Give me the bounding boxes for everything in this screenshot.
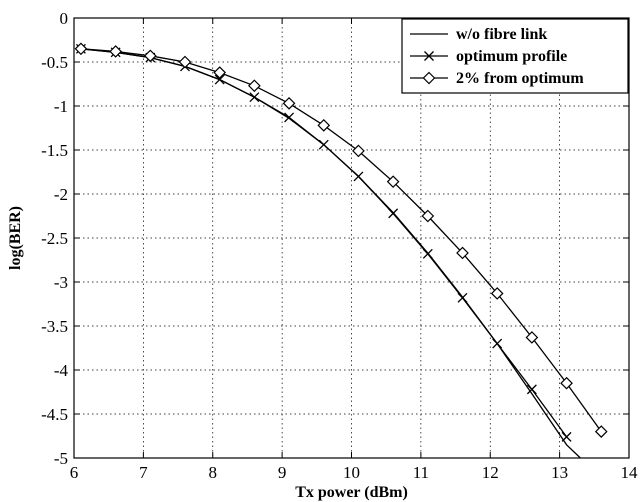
y-tick-label: -2.5	[41, 229, 68, 248]
series-2	[75, 43, 572, 442]
x-marker	[214, 74, 225, 85]
x-tick-label: 12	[482, 463, 499, 482]
legend-entry: optimum profile	[410, 48, 567, 65]
x-marker	[492, 338, 503, 349]
x-tick-label: 13	[551, 463, 568, 482]
legend: w/o fibre link optimum profile 2% from opt…	[401, 18, 629, 94]
x-marker	[526, 384, 537, 395]
diamond-marker	[178, 55, 192, 69]
diamond-marker	[386, 175, 400, 189]
x-tick-label: 7	[139, 463, 148, 482]
diamond-marker	[490, 287, 504, 300]
x-marker	[388, 208, 399, 219]
x-marker	[424, 51, 434, 61]
legend-entry: 2% from optimum	[410, 70, 584, 87]
y-tick-label: -1.5	[41, 141, 68, 160]
x-marker	[284, 112, 295, 123]
y-tick-labels: 0 -0.5 -1 -1.5 -2 -2.5 -3 -3.5 -4 -4.5 -5	[41, 9, 68, 468]
y-tick-label: -3.5	[41, 317, 68, 336]
y-tick-label: -4	[54, 361, 69, 380]
y-tick-label: -3	[54, 273, 68, 292]
series-3	[74, 42, 608, 438]
y-tick-label: -2	[54, 185, 68, 204]
x-tick-label: 9	[278, 463, 287, 482]
y-tick-label: -4.5	[41, 405, 68, 424]
diamond-marker	[525, 331, 539, 344]
plot-frame	[73, 17, 630, 459]
diamond-marker	[248, 79, 261, 93]
x-tick-labels: 6 7 8 9 10 11 12 13 14	[70, 463, 638, 482]
x-marker	[318, 139, 329, 150]
series-line	[80, 48, 568, 438]
diamond-marker	[109, 45, 122, 58]
series-1	[80, 48, 581, 459]
diamond-marker	[213, 66, 227, 79]
diamond-marker	[352, 144, 365, 158]
legend-label: w/o fibre link	[456, 26, 547, 43]
legend-label: optimum profile	[456, 48, 567, 65]
x-marker	[561, 431, 572, 442]
legend-label: 2% from optimum	[456, 70, 584, 87]
x-tick-label: 11	[413, 463, 429, 482]
x-marker	[353, 171, 364, 182]
x-axis-title: Tx power (dBm)	[295, 484, 408, 501]
diamond-marker	[422, 71, 436, 85]
series-line	[80, 48, 581, 459]
series-line	[80, 48, 602, 432]
diamond-marker	[594, 425, 608, 438]
diamond-marker	[421, 209, 435, 223]
y-tick-label: -1	[54, 97, 68, 116]
y-axis-title: log(BER)	[7, 206, 24, 270]
diamond-marker	[560, 376, 573, 390]
diamond-marker	[456, 246, 469, 260]
diamond-marker	[143, 49, 157, 63]
x-tick-label: 14	[621, 463, 639, 482]
series-layer	[74, 42, 608, 459]
y-tick-label: 0	[60, 9, 69, 28]
x-tick-label: 10	[343, 463, 360, 482]
y-tick-label: -5	[54, 449, 68, 468]
x-marker	[422, 248, 433, 259]
legend-entry: w/o fibre link	[410, 26, 547, 43]
y-tick-label: -0.5	[41, 53, 68, 72]
diamond-marker	[282, 97, 296, 110]
diamond-marker	[317, 119, 331, 132]
x-tick-label: 6	[70, 463, 79, 482]
x-tick-label: 8	[209, 463, 218, 482]
diamond-marker	[74, 42, 88, 56]
x-marker	[249, 92, 260, 103]
x-marker	[457, 292, 468, 303]
